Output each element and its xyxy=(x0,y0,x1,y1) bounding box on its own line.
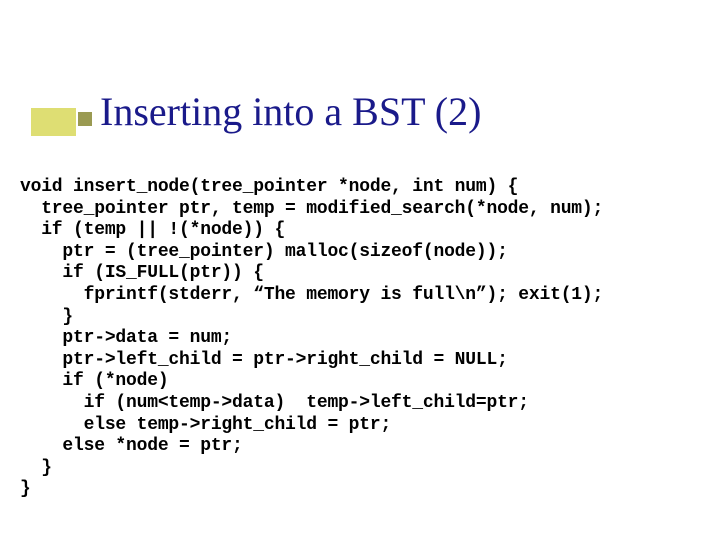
code-line: if (temp || !(*node)) { xyxy=(20,220,700,242)
code-line: ptr->data = num; xyxy=(20,328,700,350)
code-line: } xyxy=(20,479,700,501)
slide-title: Inserting into a BST (2) xyxy=(100,88,481,135)
slide: Inserting into a BST (2) void insert_nod… xyxy=(0,0,720,540)
code-line: ptr = (tree_pointer) malloc(sizeof(node)… xyxy=(20,242,700,264)
code-line: } xyxy=(20,307,700,329)
code-line: else *node = ptr; xyxy=(20,436,700,458)
title-area: Inserting into a BST (2) xyxy=(0,78,720,148)
code-line: if (num<temp->data) temp->left_child=ptr… xyxy=(20,393,700,415)
code-line: if (*node) xyxy=(20,371,700,393)
title-bullet-icon xyxy=(78,112,92,126)
title-accent-bar xyxy=(31,108,76,136)
code-line: else temp->right_child = ptr; xyxy=(20,415,700,437)
code-line: if (IS_FULL(ptr)) { xyxy=(20,263,700,285)
code-line: ptr->left_child = ptr->right_child = NUL… xyxy=(20,350,700,372)
code-line: tree_pointer ptr, temp = modified_search… xyxy=(20,199,700,221)
code-line: } xyxy=(20,458,700,480)
code-line: fprintf(stderr, “The memory is full\n”);… xyxy=(20,285,700,307)
code-block: void insert_node(tree_pointer *node, int… xyxy=(20,177,700,501)
code-line: void insert_node(tree_pointer *node, int… xyxy=(20,177,700,199)
